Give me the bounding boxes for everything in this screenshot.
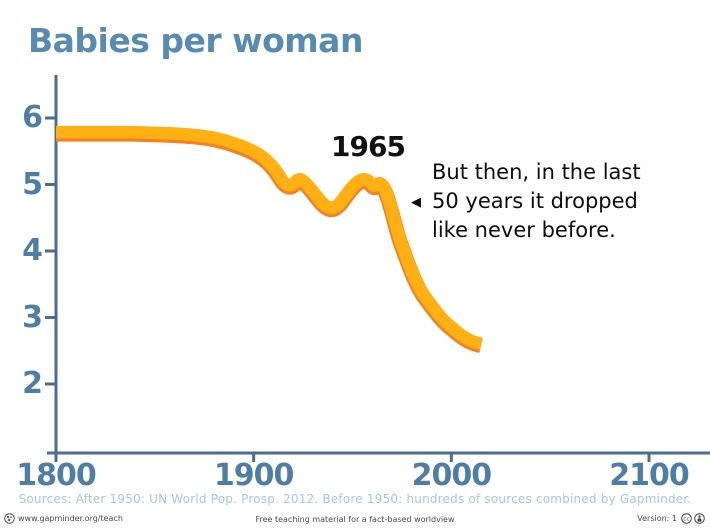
annotation-line-2: 50 years it dropped: [432, 189, 638, 213]
y-tick-label: 6: [22, 100, 43, 135]
left-triangle-icon: ◀: [411, 195, 421, 210]
page-title: Babies per woman: [28, 21, 363, 60]
y-tick-label: 3: [22, 299, 43, 335]
sources-note: Sources: After 1950: UN World Pop. Prosp…: [18, 492, 692, 506]
version-label: Version: 1: [637, 514, 677, 523]
x-tick-label: 1800: [16, 458, 97, 493]
annotation-line-1: But then, in the last: [432, 160, 641, 184]
x-tick-label: 2100: [609, 458, 690, 493]
annotation-line-3: like never before.: [432, 218, 616, 242]
svg-text:cc: cc: [683, 517, 689, 523]
gapminder-logo-icon: [4, 513, 15, 524]
footer-link[interactable]: www.gapminder.org/teach: [18, 514, 123, 523]
footer-right: Version: 1 cc: [637, 513, 705, 524]
x-tick-label: 1900: [213, 458, 295, 493]
y-tick-label: 5: [22, 166, 43, 202]
footer-left: www.gapminder.org/teach: [4, 513, 123, 524]
x-tick-label: 2000: [411, 458, 493, 493]
footer-bar: www.gapminder.org/teach Free teaching ma…: [0, 510, 710, 526]
year-1965-label: 1965: [331, 130, 406, 163]
y-tick-label: 2: [22, 366, 43, 401]
y-tick-label: 4: [22, 233, 43, 268]
fertility-curve: [56, 125, 485, 350]
cc-license-icon: cc: [681, 513, 692, 524]
footer-tagline: Free teaching material for a fact-based …: [255, 515, 455, 524]
cc-attribution-icon: [694, 513, 705, 524]
annotation-text: But then, in the last 50 years it droppe…: [432, 158, 641, 245]
